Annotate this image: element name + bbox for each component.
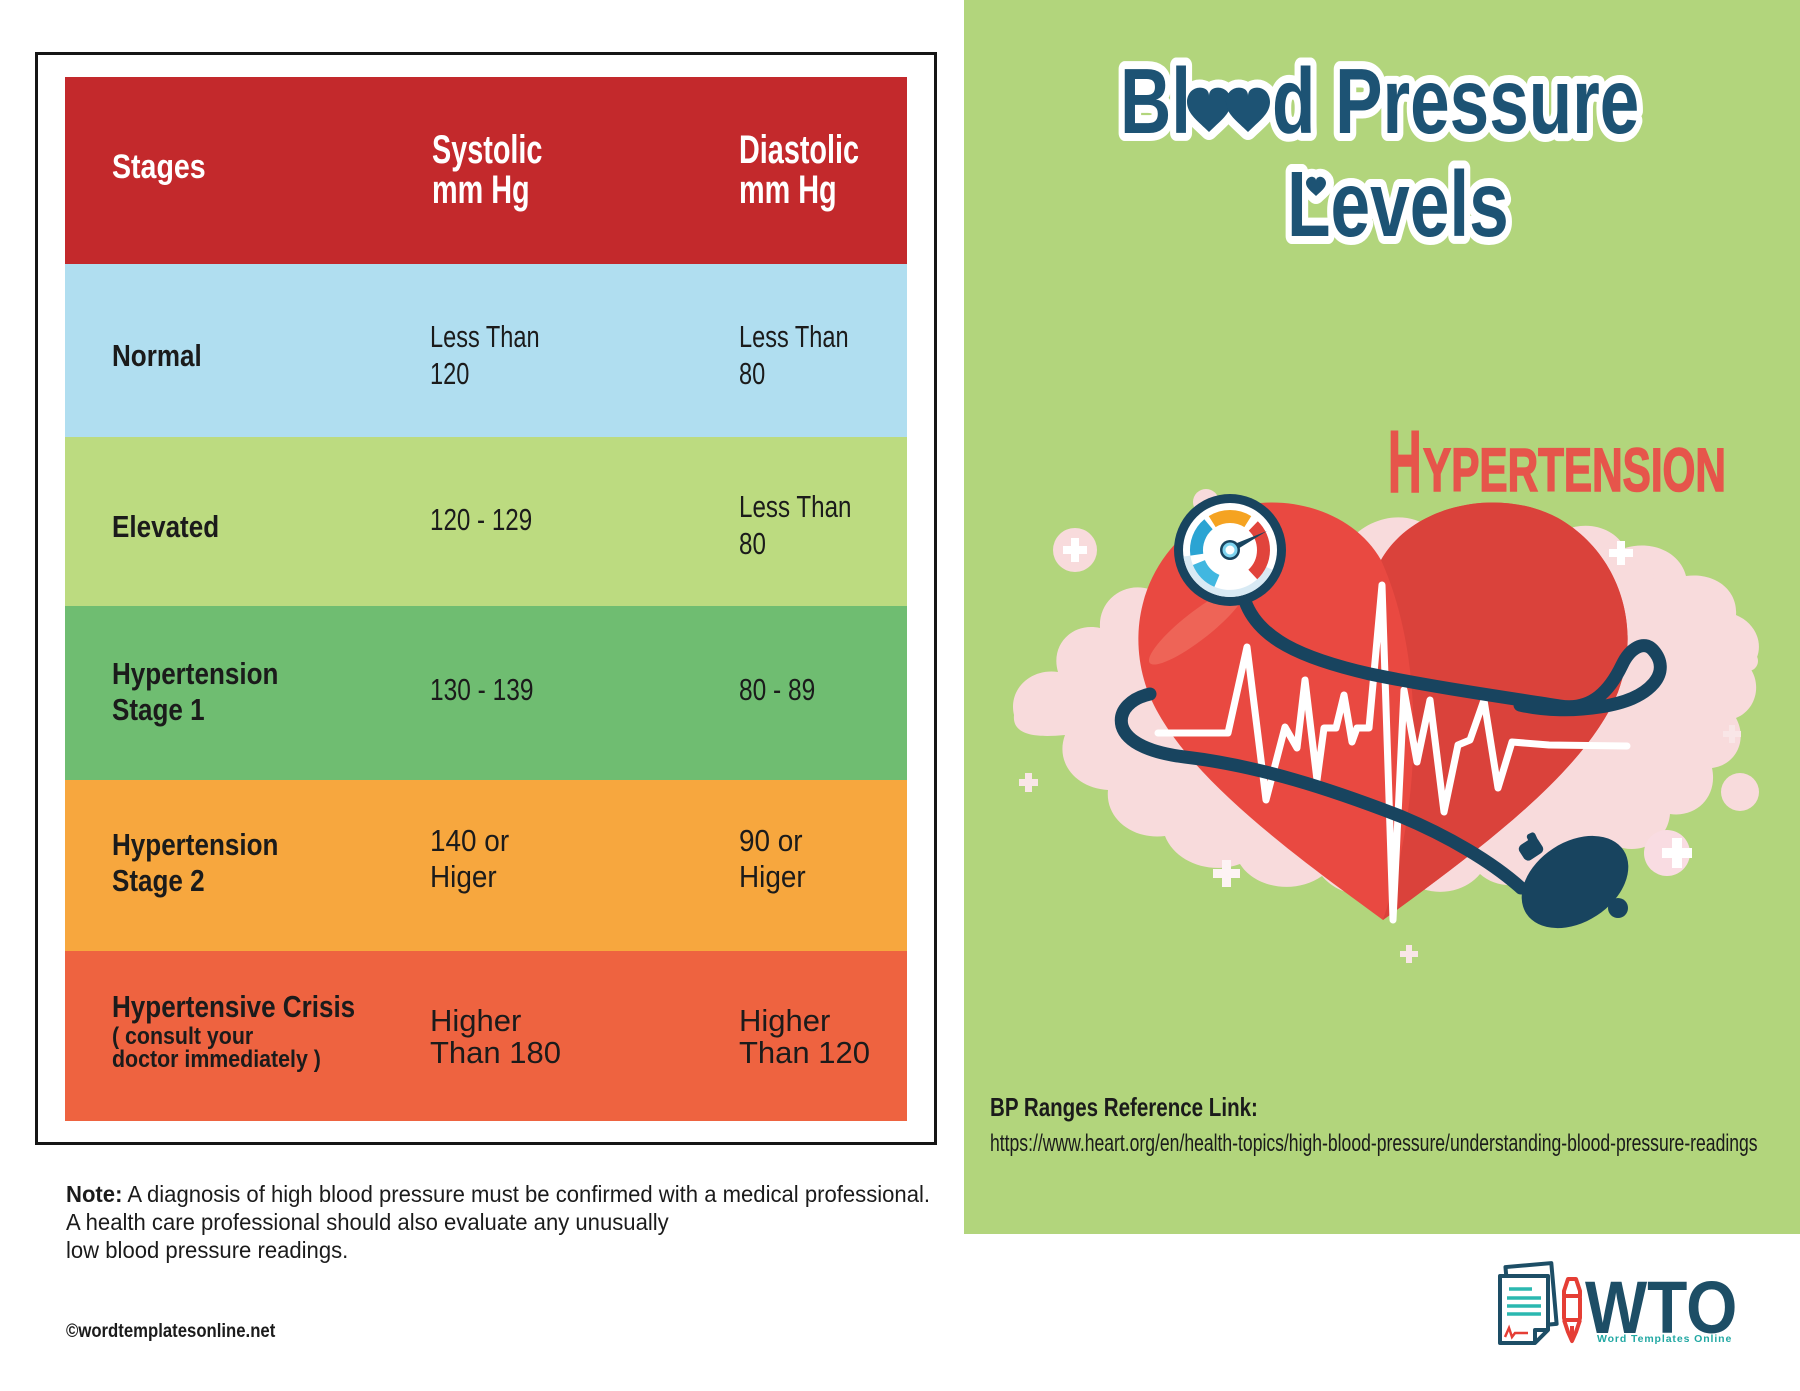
svg-text:Word Templates Online: Word Templates Online [1597,1333,1732,1345]
svg-text:H: H [1388,415,1422,505]
svg-text:WTO: WTO [1585,1266,1737,1348]
svg-text:Bl: Bl [1120,49,1191,154]
svg-text:d Pressure: d Pressure [1272,49,1639,154]
svg-text:YPERTENSION: YPERTENSION [1423,438,1726,505]
svg-text:Levels: Levels [1287,152,1509,256]
svg-text:d Pressure: d Pressure [1272,49,1639,154]
svg-text:Levels: Levels [1287,152,1509,256]
